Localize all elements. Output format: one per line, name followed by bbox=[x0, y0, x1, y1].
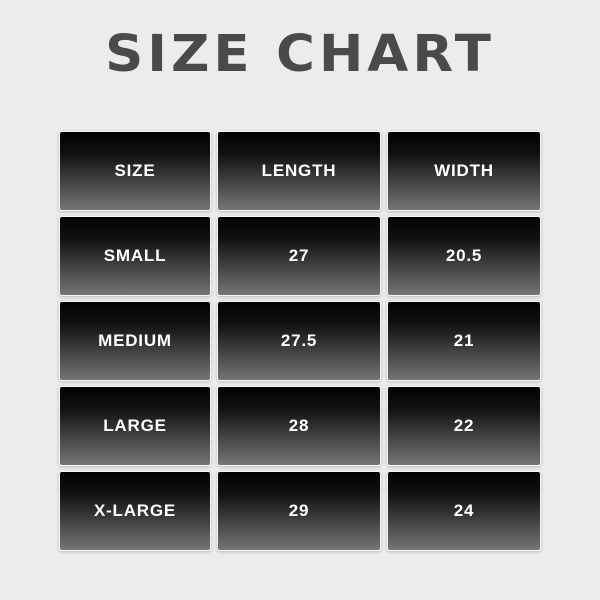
header-cell-length: LENGTH bbox=[217, 131, 381, 211]
page-title: SIZE CHART bbox=[105, 25, 495, 84]
header-cell-width: WIDTH bbox=[387, 131, 541, 211]
cell-large-width: 22 bbox=[387, 386, 541, 466]
cell-small-length: 27 bbox=[217, 216, 381, 296]
cell-xlarge-width: 24 bbox=[387, 471, 541, 551]
cell-small-width: 20.5 bbox=[387, 216, 541, 296]
header-cell-size: SIZE bbox=[59, 131, 211, 211]
cell-large-size: LARGE bbox=[59, 386, 211, 466]
cell-xlarge-length: 29 bbox=[217, 471, 381, 551]
size-chart-table: SIZE LENGTH WIDTH SMALL 27 20.5 MEDIUM 2… bbox=[59, 131, 541, 551]
cell-small-size: SMALL bbox=[59, 216, 211, 296]
cell-medium-length: 27.5 bbox=[217, 301, 381, 381]
cell-xlarge-size: X-LARGE bbox=[59, 471, 211, 551]
cell-medium-width: 21 bbox=[387, 301, 541, 381]
cell-medium-size: MEDIUM bbox=[59, 301, 211, 381]
cell-large-length: 28 bbox=[217, 386, 381, 466]
